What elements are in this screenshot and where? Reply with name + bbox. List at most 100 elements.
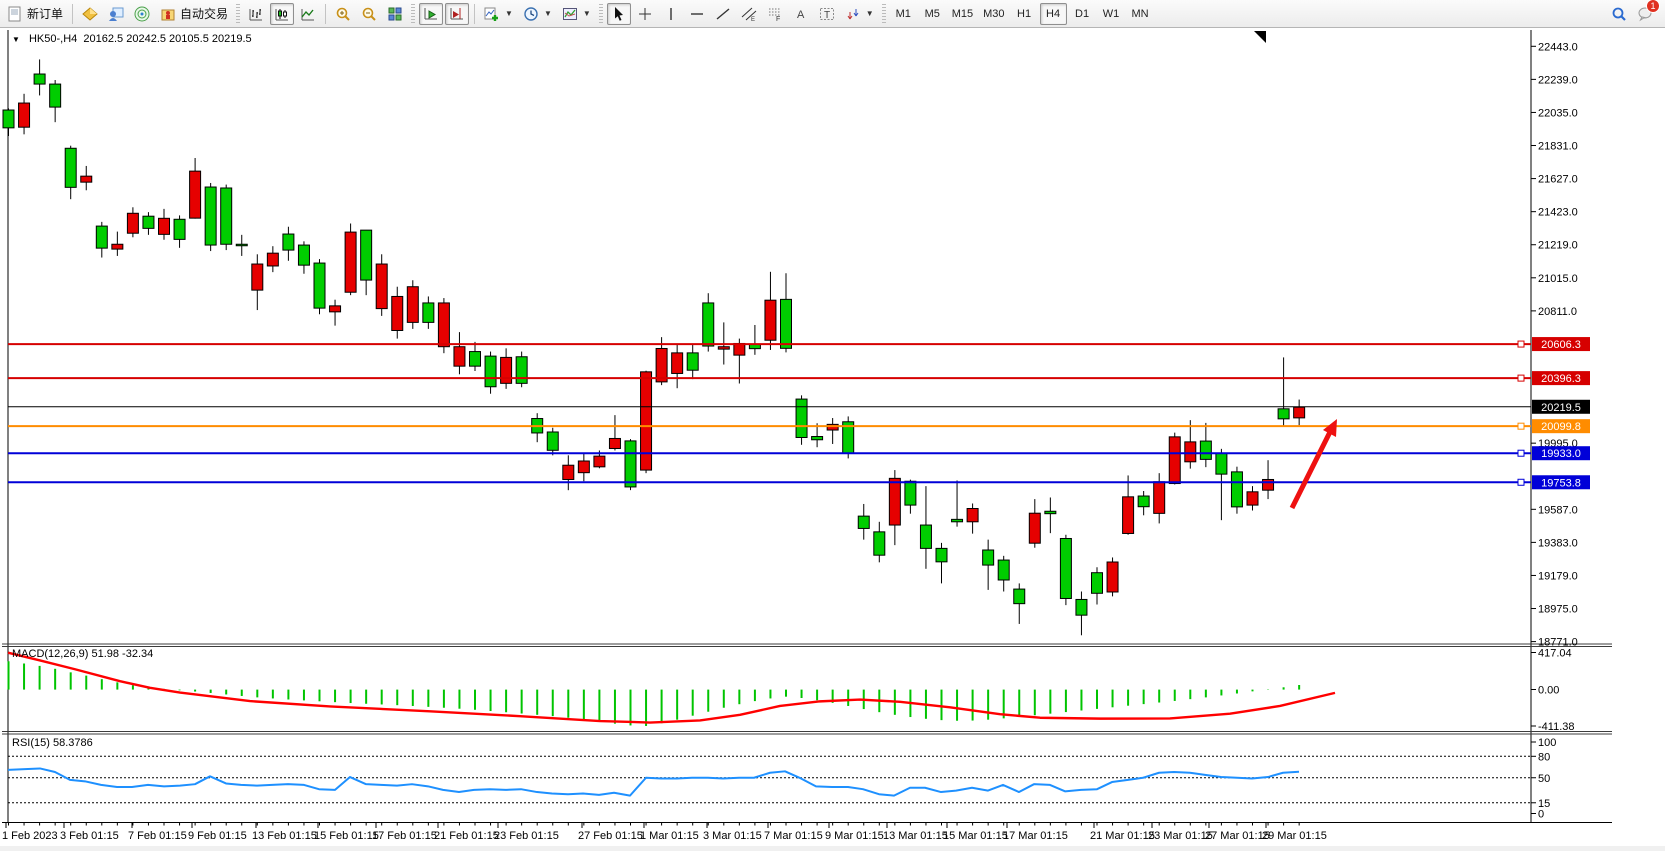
tester-person-icon <box>109 7 124 21</box>
svg-text:80: 80 <box>1538 751 1550 763</box>
timeframe-h1-button[interactable]: H1 <box>1017 7 1032 20</box>
svg-text:100: 100 <box>1538 737 1556 749</box>
bar-chart-button[interactable] <box>244 3 268 25</box>
text-tool-button[interactable]: A <box>789 3 813 25</box>
cursor-tool-button[interactable] <box>606 2 631 25</box>
trendline-icon <box>716 7 730 20</box>
zoom-out-button[interactable] <box>357 3 381 25</box>
svg-text:27 Mar 01:15: 27 Mar 01:15 <box>1205 830 1270 842</box>
periods-button[interactable]: ▼ <box>519 3 556 25</box>
toolbar-separator <box>325 3 327 24</box>
dropdown-caret-icon: ▼ <box>543 9 552 18</box>
scroll-end-marker-icon <box>1254 31 1266 43</box>
svg-text:F: F <box>776 16 780 22</box>
notifications-button[interactable]: 1 <box>1633 0 1660 25</box>
market-diamond-icon <box>82 6 98 21</box>
toolbar-grip <box>881 3 886 24</box>
crosshair-icon <box>638 7 651 20</box>
line-chart-icon <box>301 8 315 20</box>
svg-text:15: 15 <box>1538 798 1550 810</box>
dropdown-caret-icon: ▼ <box>582 9 591 18</box>
svg-text:A: A <box>797 9 805 21</box>
svg-text:18975.0: 18975.0 <box>1538 604 1578 616</box>
svg-text:20396.3: 20396.3 <box>1541 373 1581 385</box>
svg-text:19933.0: 19933.0 <box>1541 448 1581 460</box>
signal-radar-icon <box>134 6 150 21</box>
zoom-in-button[interactable] <box>331 3 355 25</box>
svg-text:20606.3: 20606.3 <box>1541 339 1581 351</box>
timeframe-h4-button[interactable]: H4 <box>1039 2 1067 25</box>
search-button[interactable] <box>1607 3 1631 25</box>
chart-title: ▼ HK50-,H4 20162.5 20242.5 20105.5 20219… <box>12 33 252 45</box>
fibonacci-icon: F <box>768 8 780 22</box>
text-label-tool-button[interactable]: T <box>815 3 839 25</box>
svg-text:0.00: 0.00 <box>1538 685 1559 697</box>
price-level-line-19753.8[interactable]: 19753.8 <box>8 475 1590 490</box>
crosshair-tool-button[interactable] <box>633 3 657 25</box>
svg-text:22239.0: 22239.0 <box>1538 74 1578 86</box>
svg-text:7 Feb 01:15: 7 Feb 01:15 <box>128 830 187 842</box>
autotrading-label: 自动交易 <box>180 7 229 21</box>
strategy-tester-button[interactable] <box>104 3 128 25</box>
horizontal-line-tool-button[interactable] <box>685 3 709 25</box>
svg-text:T: T <box>824 10 830 21</box>
timeframe-m1-button[interactable]: M1 <box>895 7 911 20</box>
svg-text:21219.0: 21219.0 <box>1538 240 1578 252</box>
line-chart-button[interactable] <box>296 3 320 25</box>
main-toolbar: 新订单 自动交易 <box>0 0 1665 28</box>
autotrading-button[interactable]: 自动交易 <box>156 3 232 25</box>
search-icon <box>1612 7 1626 21</box>
price-level-line-20219.5[interactable]: 20219.5 <box>8 399 1590 414</box>
svg-text:27 Feb 01:15: 27 Feb 01:15 <box>578 830 643 842</box>
arrows-tool-button[interactable]: ▼ <box>841 3 878 25</box>
channel-tool-button[interactable]: E <box>737 3 761 25</box>
timeframe-w1-button[interactable]: W1 <box>1102 7 1120 20</box>
collapse-triangle-icon[interactable]: ▼ <box>12 35 20 44</box>
signals-button[interactable] <box>130 3 154 25</box>
new-order-button[interactable]: 新订单 <box>3 3 67 25</box>
timeframe-m30-button[interactable]: M30 <box>983 7 1005 20</box>
svg-text:21423.0: 21423.0 <box>1538 207 1578 219</box>
svg-text:9 Feb 01:15: 9 Feb 01:15 <box>188 830 247 842</box>
price-level-line-20396.3[interactable]: 20396.3 <box>8 371 1590 386</box>
svg-text:19383.0: 19383.0 <box>1538 537 1578 549</box>
toolbar-grip <box>236 3 241 24</box>
trendline-tool-button[interactable] <box>711 3 735 25</box>
svg-text:-411.38: -411.38 <box>1538 721 1575 733</box>
toolbar-separator <box>72 3 74 24</box>
timeframe-m15-button[interactable]: M15 <box>951 7 974 20</box>
rsi-label: RSI(15) 58.3786 <box>12 737 93 749</box>
rsi-indicator: RSI(15) 58.3786 <box>7 737 1531 804</box>
horizontal-line-icon <box>690 12 703 15</box>
time-axis[interactable]: 1 Feb 2023 3 Feb 01:15 7 Feb 01:15 9 Feb 01… <box>2 822 1327 843</box>
price-level-line-20606.3[interactable]: 20606.3 <box>8 337 1590 352</box>
svg-text:19587.0: 19587.0 <box>1538 504 1578 516</box>
candlestick-chart-button[interactable] <box>270 2 295 25</box>
timeframe-d1-button[interactable]: D1 <box>1075 7 1090 20</box>
svg-text:0: 0 <box>1538 809 1544 821</box>
svg-text:17 Feb 01:15: 17 Feb 01:15 <box>372 830 437 842</box>
svg-text:13 Mar 01:15: 13 Mar 01:15 <box>883 830 948 842</box>
market-watch-button[interactable] <box>78 3 102 25</box>
chart-canvas[interactable]: 22443.0 22239.0 22035.0 21831.0 21627.0 21423… <box>0 28 1665 846</box>
price-level-line-20099.8[interactable]: 20099.8 <box>8 419 1590 434</box>
add-indicator-icon <box>484 7 499 21</box>
fibonacci-tool-button[interactable]: F <box>763 3 787 25</box>
chart-shift-button[interactable] <box>445 2 470 25</box>
price-level-line-19933.0[interactable]: 19933.0 <box>8 446 1590 461</box>
notification-badge: 1 <box>1646 0 1660 13</box>
tile-windows-button[interactable] <box>383 3 407 25</box>
timeframe-mn-button[interactable]: MN <box>1131 7 1149 20</box>
svg-text:9 Mar 01:15: 9 Mar 01:15 <box>825 830 884 842</box>
autotrade-box-icon <box>161 9 175 20</box>
svg-text:22035.0: 22035.0 <box>1538 107 1578 119</box>
vertical-line-tool-button[interactable] <box>659 3 683 25</box>
auto-scroll-button[interactable] <box>419 2 444 25</box>
svg-text:1 Feb 2023: 1 Feb 2023 <box>2 830 58 842</box>
price-axis[interactable]: 22443.0 22239.0 22035.0 21831.0 21627.0 21423… <box>1531 41 1578 821</box>
annotation-arrow[interactable] <box>1289 419 1337 510</box>
timeframe-m5-button[interactable]: M5 <box>924 7 940 20</box>
templates-button[interactable]: ▼ <box>558 3 595 25</box>
bar-chart-icon <box>249 8 263 20</box>
add-indicator-button[interactable]: ▼ <box>480 3 517 25</box>
